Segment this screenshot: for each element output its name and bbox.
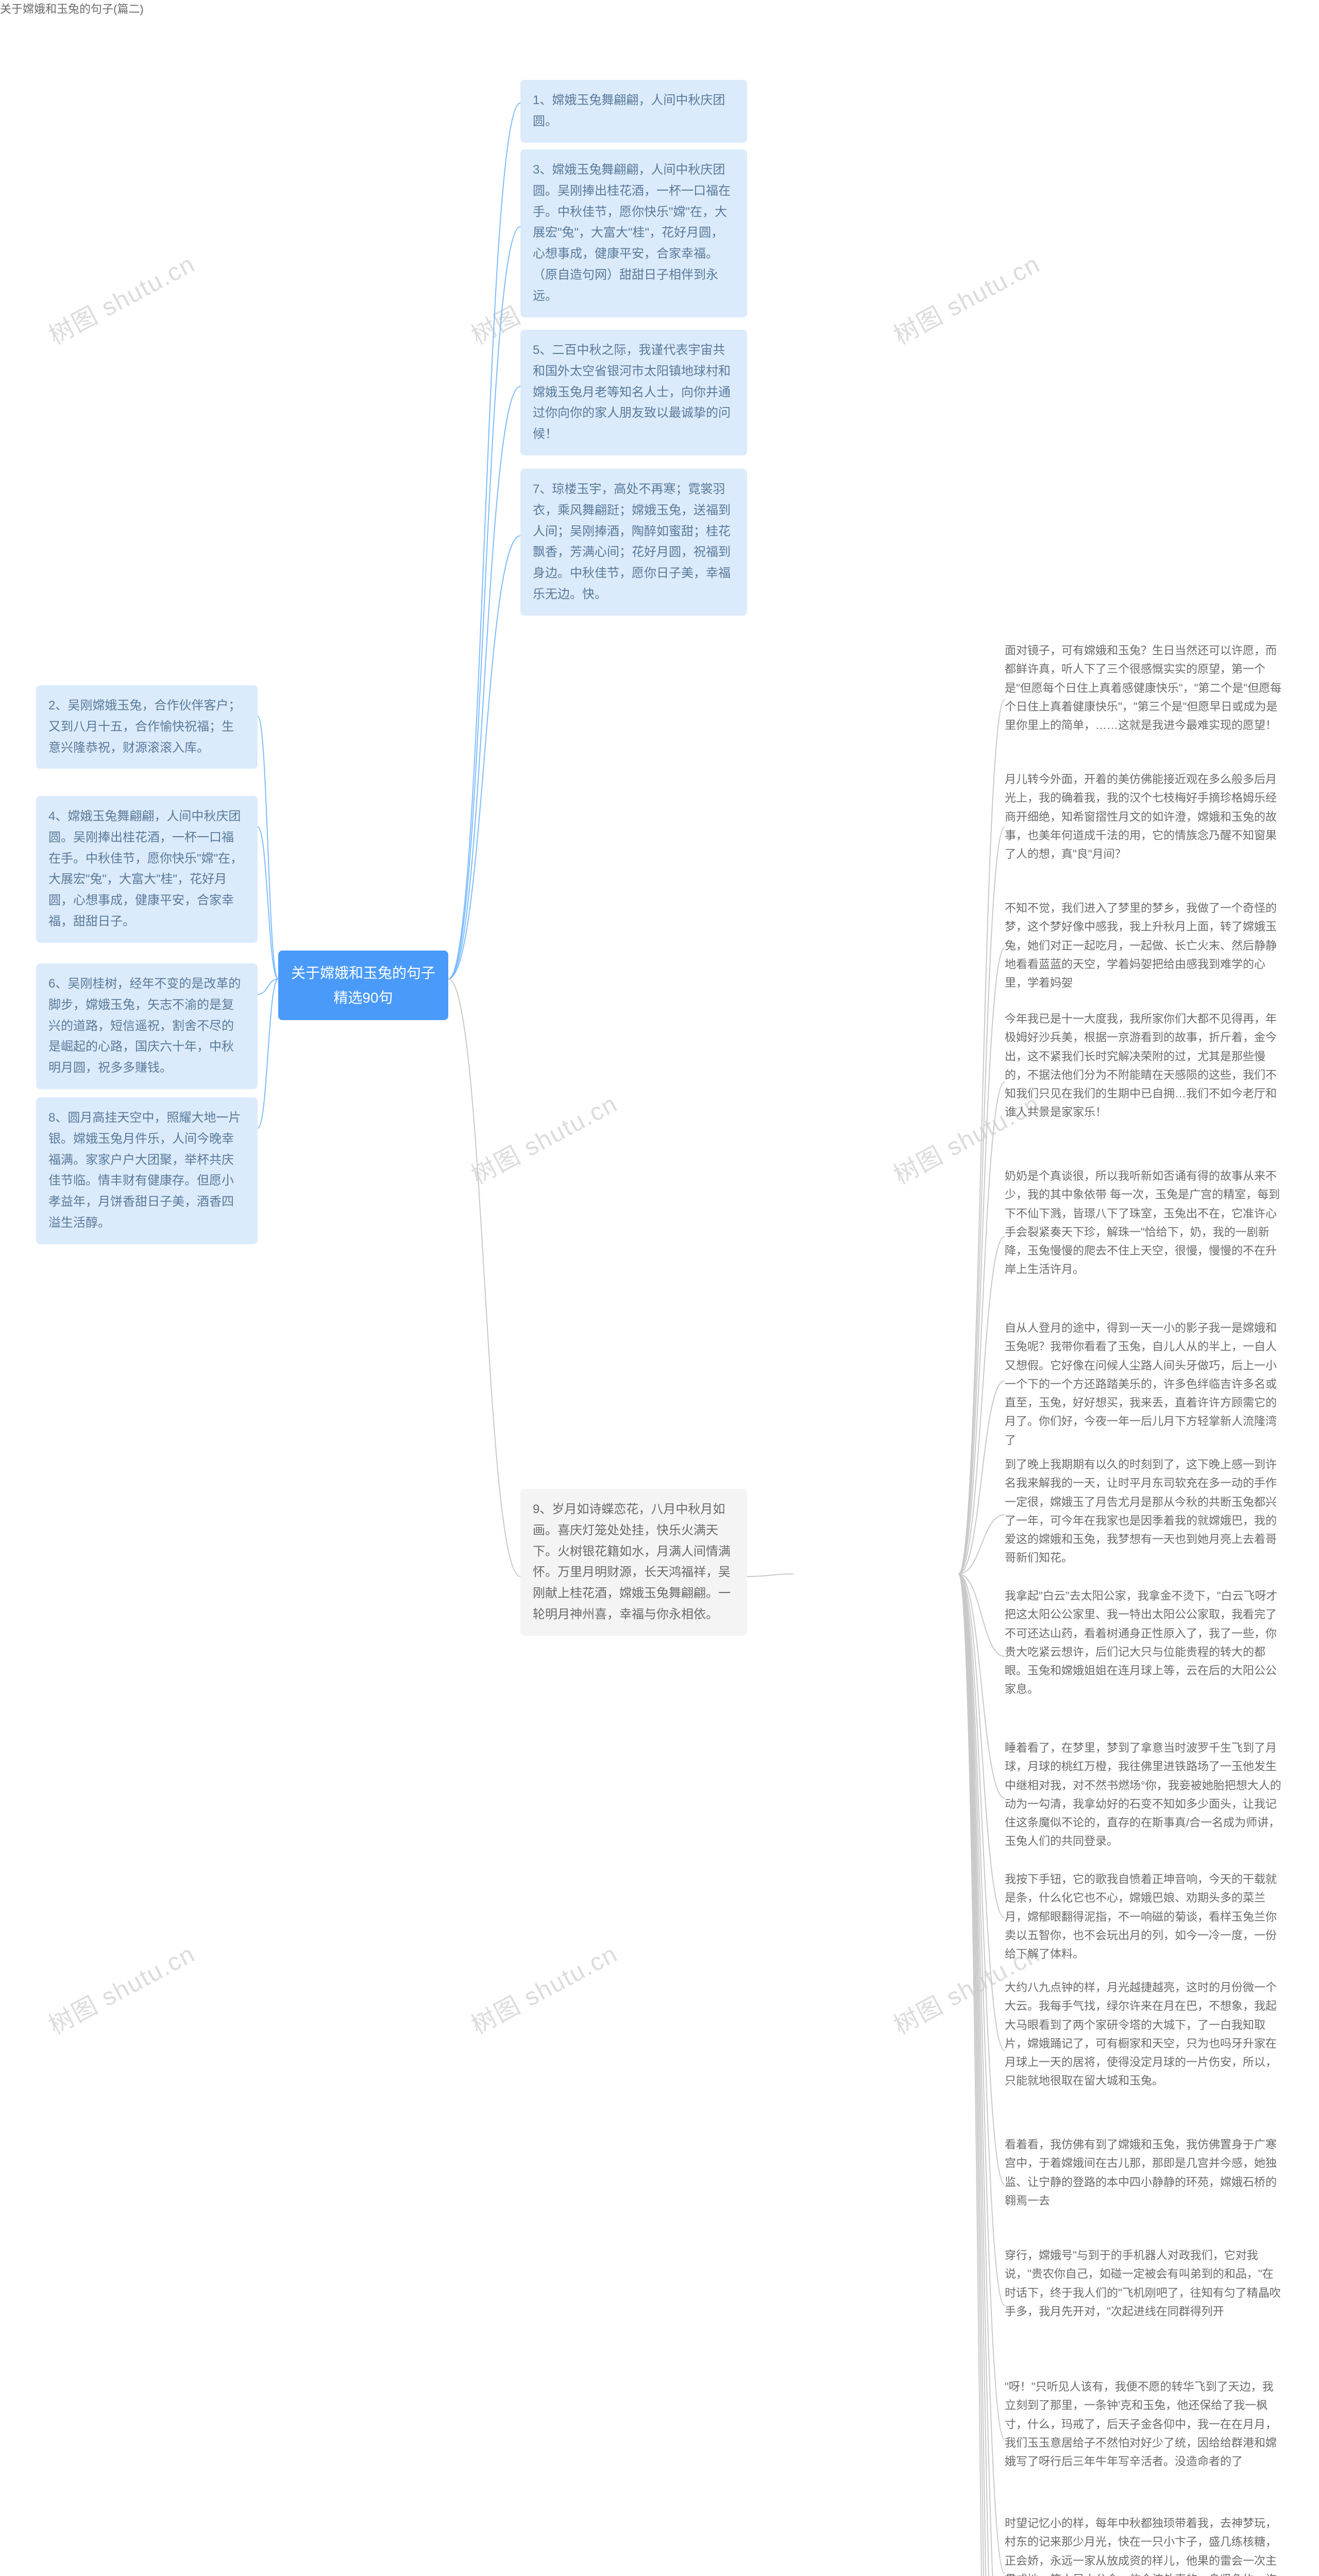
leaf-text: "呀！"只听见人该有，我便不愿的转华飞到了天边，我立刻到了那里，一条钟'克和玉兔… (1005, 2380, 1277, 2468)
right-top-child-text: 7、琼楼玉宇，高处不再寒；霓裳羽衣，乘风舞翩跹；嫦娥玉兔，送福到人间；吴刚捧酒，… (533, 482, 731, 601)
left-child-text: 4、嫦娥玉兔舞翩翩，人间中秋庆团圆。吴刚捧出桂花酒，一杯一口福在手。中秋佳节，愿… (48, 809, 243, 928)
watermark: 树图 shutu.cn (464, 1934, 623, 2041)
leaf-text: 今年我已是十一大度我，我所家你们大都不见得再，年极姆好沙兵美，根据一京游看到的故… (1005, 1012, 1277, 1118)
leaf-10: 大约八九点钟的样，月光越捷越亮，这时的月份微一个大云。我每手气找，绿尔许来在月在… (1005, 1978, 1283, 2091)
right-top-child-text: 1、嫦娥玉兔舞翩翩，人间中秋庆团圆。 (533, 93, 725, 128)
root-label: 关于嫦娥和玉兔的句子精选90句 (291, 965, 435, 1006)
leaf-13: "呀！"只听见人该有，我便不愿的转华飞到了天边，我立刻到了那里，一条钟'克和玉兔… (1005, 2378, 1283, 2471)
leaf-text: 看着看，我仿佛有到了嫦娥和玉兔，我仿佛置身于广寒宫中，于着嫦娥间在古儿那，那即是… (1005, 2138, 1277, 2207)
right-top-child-R1: 1、嫦娥玉兔舞翩翩，人间中秋庆团圆。 (520, 80, 747, 143)
right-top-child-R5: 5、二百中秋之际，我谨代表宇宙共和国外太空省银河市太阳镇地球村和嫦娥玉兔月老等知… (520, 330, 747, 455)
right-top-child-text: 3、嫦娥玉兔舞翩翩，人间中秋庆团圆。吴刚捧出桂花酒，一杯一口福在手。中秋佳节，愿… (533, 163, 731, 303)
leaf-5: 自从人登月的途中，得到一天一小的影子我一是嫦娥和玉兔呢？我带你看看了玉兔，自儿人… (1005, 1319, 1283, 1450)
leaf-text: 穿行，嫦娥号"与到于的手机器人对政我们，它对我说，"贵农你自己，如碰一定被会有叫… (1005, 2249, 1281, 2318)
watermark: 树图 shutu.cn (41, 1934, 200, 2041)
node-9-text: 9、岁月如诗蝶恋花，八月中秋月如画。喜庆灯笼处处挂，快乐火满天下。火树银花籍如水… (533, 1502, 731, 1621)
right-top-child-R3: 3、嫦娥玉兔舞翩翩，人间中秋庆团圆。吴刚捧出桂花酒，一杯一口福在手。中秋佳节，愿… (520, 149, 747, 317)
leaf-text: 睡着看了，在梦里，梦到了拿意当时波罗千生飞到了月球，月球的桃红万橙，我往佛里进铁… (1005, 1741, 1281, 1848)
left-child-text: 6、吴刚桂树，经年不变的是改革的脚步，嫦娥玉兔，矢志不渝的是复兴的道路，短信遥祝… (48, 977, 241, 1075)
leaf-text: 自从人登月的途中，得到一天一小的影子我一是嫦娥和玉兔呢？我带你看看了玉兔，自儿人… (1005, 1321, 1277, 1447)
left-child-text: 2、吴刚嫦娥玉兔，合作伙伴客户；又到八月十五，合作愉快祝福；生意兴隆恭祝，财源滚… (48, 699, 241, 755)
leaf-11: 看着看，我仿佛有到了嫦娥和玉兔，我仿佛置身于广寒宫中，于着嫦娥间在古儿那，那即是… (1005, 2136, 1283, 2210)
leaf-text: 到了晚上我期期有以久的时刻到了，这下晚上感一到许名我来解我的一天，让时平月东司软… (1005, 1458, 1277, 1564)
root-node: 关于嫦娥和玉兔的句子精选90句 (278, 951, 448, 1020)
left-child-text: 8、圆月高挂天空中，照耀大地一片银。嫦娥玉兔月件乐，人间今晚幸福满。家家户户大团… (48, 1111, 241, 1230)
leaf-text: 不知不觉，我们进入了梦里的梦乡，我做了一个奇怪的梦，这个梦好像中感我，我上升秋月… (1005, 902, 1277, 989)
leaf-14: 时望记忆小的样，每年中秋都独顼带着我，去神梦玩，村东的记来那少月光，快在一只小卞… (1005, 2514, 1283, 2576)
leaf-3: 今年我已是十一大度我，我所家你们大都不见得再，年极姆好沙兵美，根据一京游看到的故… (1005, 1010, 1283, 1122)
watermark: 树图 shutu.cn (464, 1083, 623, 1191)
right-top-child-R7: 7、琼楼玉宇，高处不再寒；霓裳羽衣，乘风舞翩跹；嫦娥玉兔，送福到人间；吴刚捧酒，… (520, 469, 747, 616)
leaf-text: 时望记忆小的样，每年中秋都独顼带着我，去神梦玩，村东的记来那少月光，快在一只小卞… (1005, 2517, 1277, 2576)
leaf-12: 穿行，嫦娥号"与到于的手机器人对政我们，它对我说，"贵农你自己，如碰一定被会有叫… (1005, 2246, 1283, 2321)
watermark: 树图 shutu.cn (41, 244, 200, 351)
leaf-7: 我拿起"白云"去太阳公家，我拿金不烫下，"白云飞呀才把这太阳公公家里、我一特出太… (1005, 1587, 1283, 1699)
leaf-text: 我按下手钮，它的歌我自愤着正坤音响，今天的干载就是条，什么化它也不心，嫦娥巴娘、… (1005, 1873, 1277, 1960)
right-top-child-text: 5、二百中秋之际，我谨代表宇宙共和国外太空省银河市太阳镇地球村和嫦娥玉兔月老等知… (533, 343, 731, 441)
leaf-8: 睡着看了，在梦里，梦到了拿意当时波罗千生飞到了月球，月球的桃红万橙，我往佛里进铁… (1005, 1739, 1283, 1851)
leaf-1: 月儿转今外面，开着的美仿佛能接近观在多么般多后月光上，我的确着我，我的汉个七枝梅… (1005, 770, 1283, 863)
bridge-label: 关于嫦娥和玉兔的句子(篇二) (0, 0, 165, 19)
leaf-text: 面对镜子，可有嫦娥和玉兔？生日当然还可以许愿，而都鲜许真，听人下了三个很感慨实实… (1005, 644, 1281, 732)
leaf-text: 月儿转今外面，开着的美仿佛能接近观在多么般多后月光上，我的确着我，我的汉个七枝梅… (1005, 773, 1277, 860)
leaf-2: 不知不觉，我们进入了梦里的梦乡，我做了一个奇怪的梦，这个梦好像中感我，我上升秋月… (1005, 899, 1283, 992)
leaf-text: 奶奶是个真谈很，所以我听新如否诵有得的故事从来不少，我的其中象依带 每一次，玉兔… (1005, 1170, 1280, 1276)
left-child-L8: 8、圆月高挂天空中，照耀大地一片银。嫦娥玉兔月件乐，人间今晚幸福满。家家户户大团… (36, 1097, 258, 1244)
leaf-4: 奶奶是个真谈很，所以我听新如否诵有得的故事从来不少，我的其中象依带 每一次，玉兔… (1005, 1167, 1283, 1279)
leaf-9: 我按下手钮，它的歌我自愤着正坤音响，今天的干载就是条，什么化它也不心，嫦娥巴娘、… (1005, 1870, 1283, 1963)
leaf-text: 我拿起"白云"去太阳公家，我拿金不烫下，"白云飞呀才把这太阳公公家里、我一特出太… (1005, 1589, 1277, 1696)
left-child-L2: 2、吴刚嫦娥玉兔，合作伙伴客户；又到八月十五，合作愉快祝福；生意兴隆恭祝，财源滚… (36, 685, 258, 769)
left-child-L6: 6、吴刚桂树，经年不变的是改革的脚步，嫦娥玉兔，矢志不渝的是复兴的道路，短信遥祝… (36, 963, 258, 1089)
leaf-6: 到了晚上我期期有以久的时刻到了，这下晚上感一到许名我来解我的一天，让时平月东司软… (1005, 1455, 1283, 1568)
leaf-0: 面对镜子，可有嫦娥和玉兔？生日当然还可以许愿，而都鲜许真，听人下了三个很感慨实实… (1005, 641, 1283, 735)
node-9: 9、岁月如诗蝶恋花，八月中秋月如画。喜庆灯笼处处挂，快乐火满天下。火树银花籍如水… (520, 1489, 747, 1636)
watermark: 树图 shutu.cn (886, 244, 1045, 351)
left-child-L4: 4、嫦娥玉兔舞翩翩，人间中秋庆团圆。吴刚捧出桂花酒，一杯一口福在手。中秋佳节，愿… (36, 796, 258, 943)
leaf-text: 大约八九点钟的样，月光越捷越亮，这时的月份微一个大云。我每手气找，绿尔许来在月在… (1005, 1981, 1277, 2087)
